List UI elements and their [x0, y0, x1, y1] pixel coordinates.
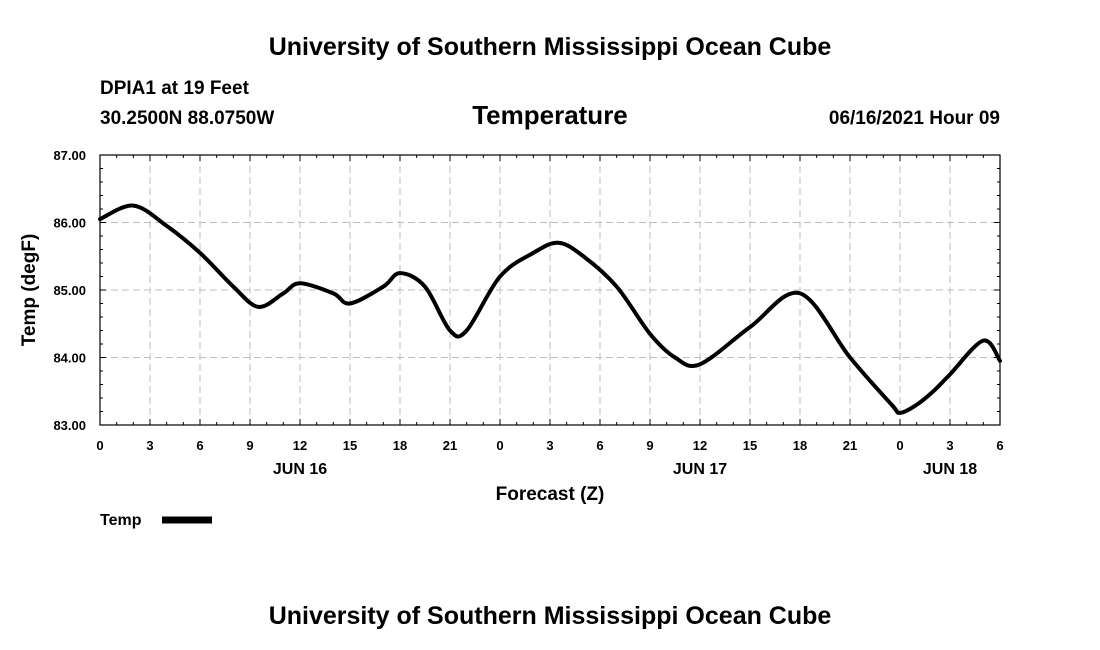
- x-axis-label: Forecast (Z): [496, 484, 605, 505]
- x-tick-label: 18: [393, 438, 407, 453]
- day-label: JUN 18: [923, 461, 977, 478]
- y-tick-label: 83.00: [53, 418, 86, 433]
- x-tick-label: 15: [743, 438, 757, 453]
- x-tick-label: 0: [496, 438, 503, 453]
- x-tick-label: 21: [843, 438, 857, 453]
- station-label: DPIA1 at 19 Feet: [100, 78, 250, 99]
- x-tick-labels: 0 3 6 9 12 15 18 21 0 3 6 9 12 15 18 21 0 3 6: [96, 438, 1003, 453]
- day-label: JUN 17: [673, 461, 727, 478]
- coordinates-label: 30.2500N 88.0750W: [100, 108, 274, 129]
- top-title: University of Southern Mississippi Ocean…: [269, 33, 832, 61]
- datetime-label: 06/16/2021 Hour 09: [829, 108, 1000, 129]
- ticks: [99, 154, 1001, 426]
- x-tick-label: 21: [443, 438, 457, 453]
- x-tick-label: 6: [596, 438, 603, 453]
- x-tick-label: 0: [896, 438, 903, 453]
- x-tick-label: 9: [246, 438, 253, 453]
- day-label: JUN 16: [273, 461, 327, 478]
- y-axis-label: Temp (degF): [19, 234, 40, 347]
- bottom-title: University of Southern Mississippi Ocean…: [269, 602, 832, 630]
- chart-title: Temperature: [472, 100, 628, 130]
- y-tick-label: 85.00: [53, 283, 86, 298]
- x-tick-label: 9: [646, 438, 653, 453]
- y-tick-labels: 83.00 84.00 85.00 86.00 87.00: [53, 148, 86, 433]
- x-tick-label: 12: [693, 438, 707, 453]
- x-tick-label: 3: [546, 438, 553, 453]
- day-labels: JUN 16 JUN 17 JUN 18: [273, 461, 977, 478]
- legend-label: Temp: [100, 512, 142, 529]
- x-tick-label: 3: [146, 438, 153, 453]
- x-tick-label: 18: [793, 438, 807, 453]
- y-tick-label: 86.00: [53, 216, 86, 231]
- y-tick-label: 84.00: [53, 351, 86, 366]
- x-tick-label: 0: [96, 438, 103, 453]
- x-tick-label: 3: [946, 438, 953, 453]
- x-tick-label: 12: [293, 438, 307, 453]
- series-line-temp: [98, 203, 1002, 415]
- x-tick-label: 6: [196, 438, 203, 453]
- x-tick-label: 6: [996, 438, 1003, 453]
- y-tick-label: 87.00: [53, 148, 86, 163]
- x-tick-label: 15: [343, 438, 357, 453]
